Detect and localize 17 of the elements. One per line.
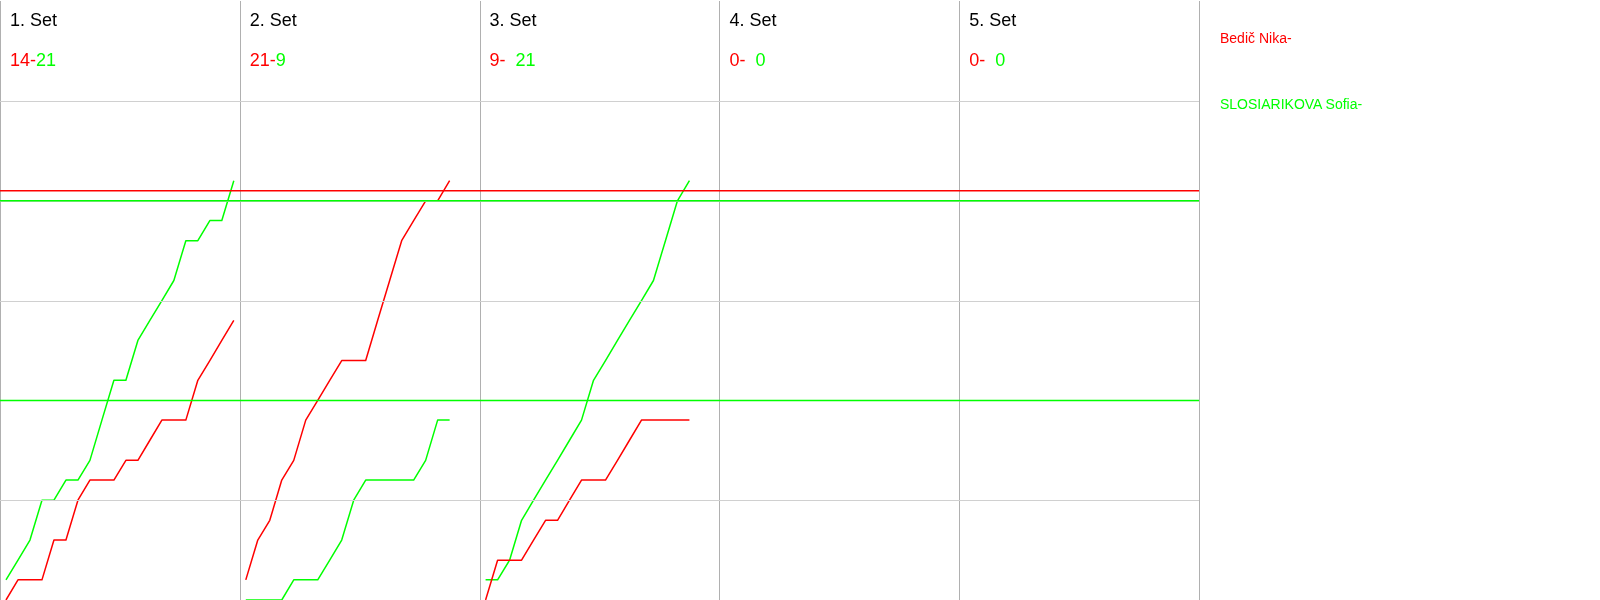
text: 14- xyxy=(10,50,36,70)
text: 21 xyxy=(36,50,57,70)
text: 9 xyxy=(275,50,286,70)
text: 3. Set xyxy=(489,10,537,31)
text: 1. Set xyxy=(10,10,58,31)
text: 0- xyxy=(729,50,747,70)
text: 0 xyxy=(754,50,766,70)
text: SLOSIARIKOVA Sofia- xyxy=(1220,96,1363,112)
text: 5. Set xyxy=(969,10,1017,31)
text: 2. Set xyxy=(249,10,297,31)
text: 21- xyxy=(249,50,276,70)
text: 0- xyxy=(969,50,987,70)
text: 21 xyxy=(514,50,536,70)
text: Bedič Nika- xyxy=(1220,30,1293,46)
text: 4. Set xyxy=(729,10,777,31)
text: 0 xyxy=(994,50,1006,70)
text: 9- xyxy=(489,50,507,70)
